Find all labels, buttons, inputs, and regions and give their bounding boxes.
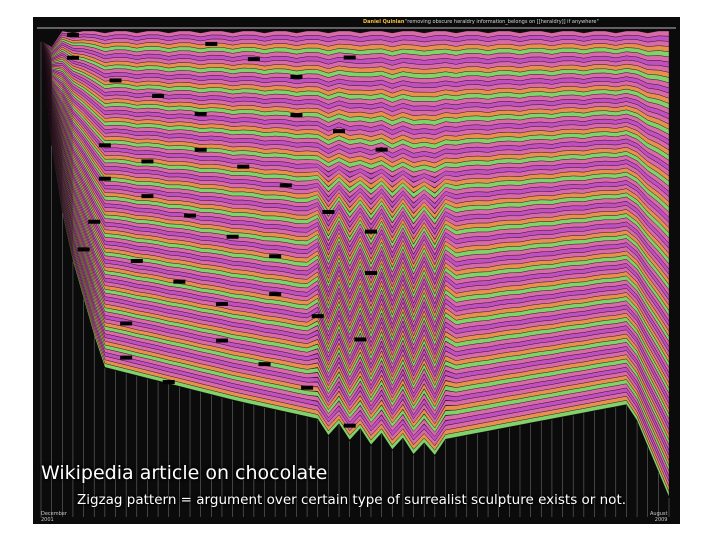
revision-gap [269, 254, 282, 259]
top-comment-label: "removing obscure heraldry information_b… [405, 19, 599, 25]
revision-gap [258, 362, 271, 367]
revision-gap [215, 301, 228, 306]
revision-gap [311, 314, 324, 319]
revision-gap [130, 258, 143, 263]
revision-gap [77, 247, 90, 252]
revision-gap [237, 164, 250, 169]
revision-gap [152, 93, 165, 98]
revision-gap [354, 337, 367, 342]
revision-gap [290, 74, 303, 79]
x-end-year: 2009 [654, 517, 668, 523]
revision-gap [141, 194, 154, 199]
revision-gap [194, 111, 207, 116]
revision-gap [343, 55, 356, 60]
revision-gap [141, 159, 154, 164]
revision-gap [98, 176, 111, 181]
revision-gap [247, 57, 260, 62]
revision-gap [120, 321, 133, 326]
revision-gap [290, 113, 303, 118]
history-flow-svg [37, 27, 676, 517]
revision-gap [120, 355, 133, 360]
revision-gap [322, 209, 335, 214]
revision-gap [364, 229, 377, 234]
history-flow-chart: Daniel Quinlan "removing obscure heraldr… [33, 17, 680, 524]
x-start-label: December 2001 [41, 511, 67, 523]
revision-gap [109, 78, 122, 83]
history-band [40, 40, 670, 498]
chart-subtitle: Zigzag pattern = argument over certain t… [77, 492, 627, 508]
revision-gap [205, 41, 218, 46]
x-end-month: August [650, 511, 668, 517]
revision-gap [375, 147, 388, 152]
revision-gap [333, 129, 346, 134]
revision-gap [88, 219, 101, 224]
revision-gap [66, 33, 79, 37]
x-start-month: December [41, 511, 67, 517]
revision-gap [66, 55, 79, 60]
top-editor-label: Daniel Quinlan [363, 19, 405, 25]
revision-gap [269, 292, 282, 297]
revision-gap [173, 279, 186, 284]
x-start-year: 2001 [41, 517, 54, 523]
chart-title: Wikipedia article on chocolate [41, 462, 328, 484]
revision-gap [301, 385, 314, 390]
revision-gap [279, 183, 292, 188]
revision-gap [98, 143, 111, 148]
revision-gap [343, 423, 356, 428]
revision-gap [194, 147, 207, 152]
revision-gap [215, 338, 228, 343]
revision-gap [184, 213, 197, 218]
revision-gap [364, 270, 377, 275]
revision-gap [226, 234, 239, 239]
x-end-label: August 2009 [650, 511, 668, 523]
revision-gap [162, 380, 175, 385]
